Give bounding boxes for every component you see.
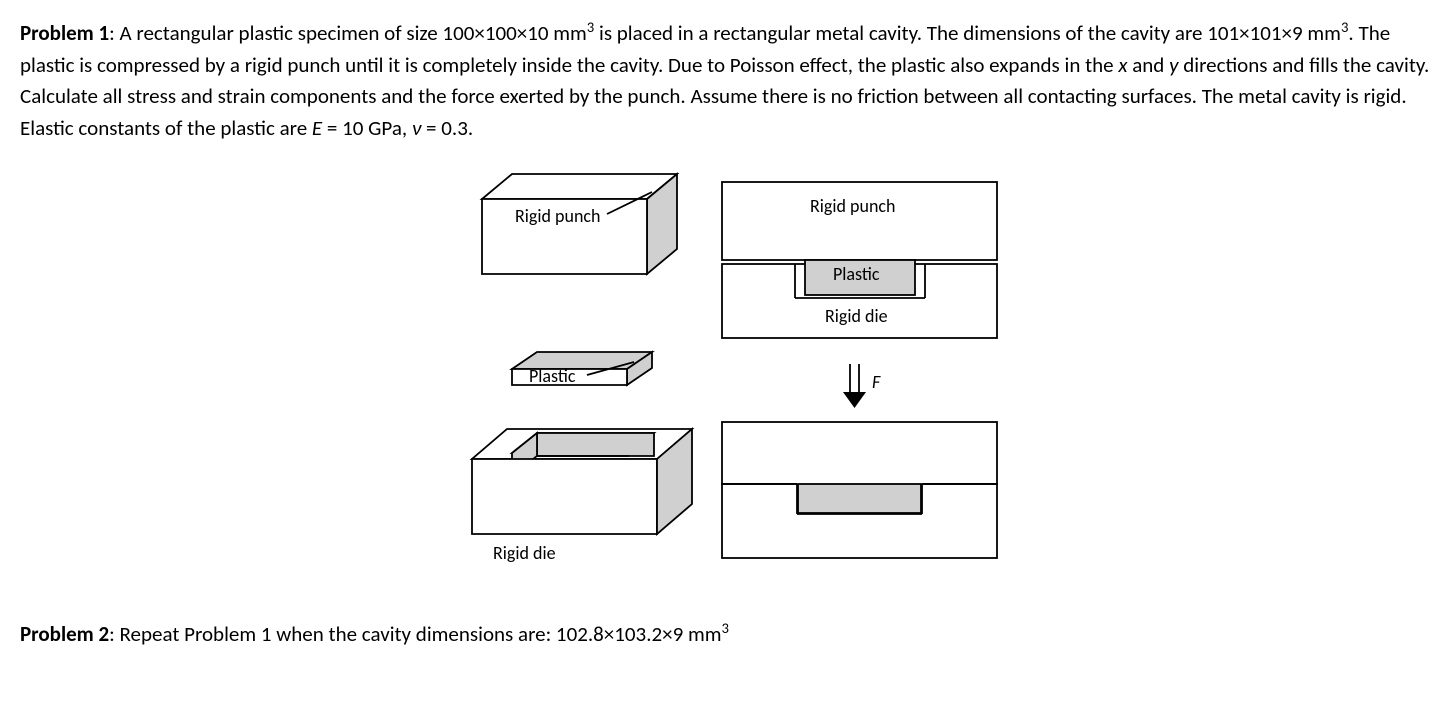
force-label: F — [872, 371, 881, 393]
p1-var-y: y — [1169, 52, 1178, 78]
p1-t2: is placed in a rectangular metal cavity.… — [594, 20, 1341, 46]
before-section: Rigid punch Plastic Rigid die — [722, 182, 997, 338]
rigid-punch-3d-label: Rigid punch — [515, 205, 600, 227]
p1-and: and — [1127, 52, 1169, 78]
p1-Eval: = 10 GPa, — [322, 115, 412, 141]
problem-1-text: Problem 1: A rectangular plastic specime… — [20, 16, 1434, 144]
plastic-2d-label: Plastic — [833, 263, 880, 285]
figure-right-column: Rigid punch Plastic Rigid die — [707, 164, 1017, 589]
p1-var-E: E — [312, 115, 322, 141]
problem-1-label: Problem 1 — [20, 20, 109, 46]
rigid-die-3d: Rigid die — [472, 429, 692, 564]
figure-3d-svg: Rigid punch Plastic — [437, 164, 697, 589]
p1-t1: : A rectangular plastic specimen of size… — [109, 20, 587, 46]
rigid-die-3d-label: Rigid die — [493, 542, 556, 564]
figure-area: Rigid punch Plastic — [20, 164, 1434, 589]
problem-2-label: Problem 2 — [20, 621, 109, 647]
after-section — [722, 422, 997, 558]
problem-2-text: Problem 2: Repeat Problem 1 when the cav… — [20, 617, 1434, 651]
figure-2d-svg: Rigid punch Plastic Rigid die — [707, 164, 1017, 589]
rigid-punch-3d: Rigid punch — [482, 174, 677, 274]
plastic-3d: Plastic — [512, 352, 652, 387]
plastic-3d-label: Plastic — [529, 365, 576, 387]
p2-sup1: 3 — [722, 619, 729, 637]
force-arrow: F — [843, 364, 881, 408]
p1-nuval: = 0.3. — [421, 115, 473, 141]
figure-left-column: Rigid punch Plastic — [437, 164, 697, 589]
rigid-die-2d-label: Rigid die — [825, 305, 888, 327]
p1-var-nu: ν — [412, 115, 421, 141]
p2-t1: : Repeat Problem 1 when the cavity dimen… — [109, 621, 721, 647]
rigid-punch-2d-label: Rigid punch — [810, 195, 895, 217]
